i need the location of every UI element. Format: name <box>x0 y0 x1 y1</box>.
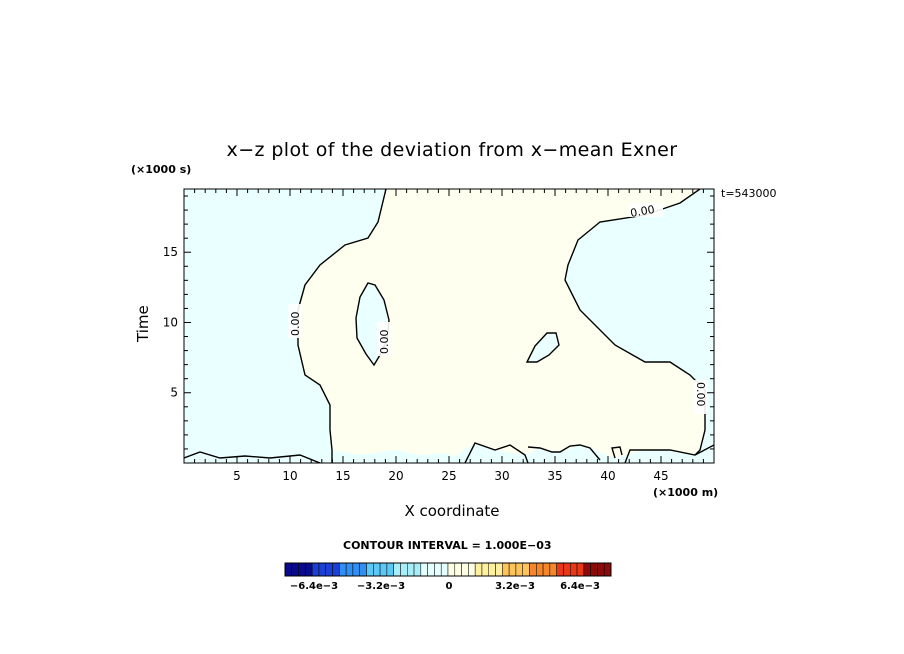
x-tick-label: 45 <box>653 469 668 483</box>
colorbar-cells <box>284 562 612 577</box>
colorbar-cell <box>454 562 462 577</box>
contour-interval-label: CONTOUR INTERVAL = 1.000E−03 <box>343 539 552 552</box>
colorbar-cell <box>563 562 571 577</box>
chart-title: x−z plot of the deviation from x−mean Ex… <box>226 139 678 161</box>
colorbar-cell <box>474 562 483 577</box>
colorbar-cell <box>481 562 490 577</box>
colorbar-cell <box>420 562 428 577</box>
colorbar-cell <box>508 562 517 577</box>
colorbar-cell <box>379 562 388 577</box>
x-tick-label: 20 <box>388 469 403 483</box>
colorbar-cell <box>542 562 551 577</box>
y-tick-label: 10 <box>163 315 178 329</box>
x-tick-labels: 5 10 15 20 25 30 35 40 45 <box>233 469 668 483</box>
colorbar-cell <box>556 562 564 577</box>
x-tick-label: 10 <box>282 469 297 483</box>
x-tick-label: 30 <box>494 469 509 483</box>
x-tick-label: 15 <box>335 469 350 483</box>
colorbar-cell <box>447 562 456 577</box>
x-tick-label: 40 <box>600 469 615 483</box>
contour-label: 0.00 <box>629 203 655 220</box>
y-tick-label: 15 <box>163 245 178 259</box>
colorbar-cell <box>502 562 510 577</box>
x-tick-label: 5 <box>233 469 241 483</box>
timestamp-label: t=543000 <box>721 187 777 200</box>
colorbar-tick-label: −3.2e−3 <box>357 581 405 592</box>
colorbar-cell <box>597 562 605 577</box>
colorbar-cell <box>529 562 537 577</box>
colorbar-cell <box>373 562 381 577</box>
contour-label: 0.00 <box>289 312 302 337</box>
colorbar-cell <box>515 562 523 577</box>
colorbar-cell <box>576 562 585 577</box>
axis-ticks <box>183 189 715 464</box>
colorbar-cell <box>413 562 422 577</box>
colorbar-cell <box>400 562 408 577</box>
colorbar-cell <box>495 562 503 577</box>
colorbar-cell <box>427 562 435 577</box>
colorbar-frame <box>284 562 612 577</box>
contour-label: 0.00 <box>694 382 707 407</box>
colorbar-cell <box>468 562 476 577</box>
positive-region <box>298 189 705 458</box>
y-axis-multiplier: (×1000 s) <box>131 163 192 176</box>
colorbar-cell <box>318 562 327 577</box>
colorbar-cell <box>603 562 612 577</box>
contour-line <box>464 442 529 463</box>
colorbar-cell <box>434 562 442 577</box>
colorbar-tick-label: 6.4e−3 <box>560 581 600 592</box>
colorbar-cell <box>311 562 320 577</box>
colorbar-cell <box>549 562 557 577</box>
colorbar-cell <box>339 562 347 577</box>
colorbar-cell <box>332 562 340 577</box>
colorbar-cell <box>536 562 544 577</box>
colorbar-tick-label: 0 <box>446 581 453 592</box>
colorbar-cell <box>590 562 598 577</box>
colorbar-cell <box>305 562 313 577</box>
x-axis-label: X coordinate <box>404 502 500 520</box>
colorbar-cell <box>393 562 401 577</box>
colorbar-cell <box>386 562 394 577</box>
colorbar-cell <box>291 562 299 577</box>
colorbar: −6.4e−3 −3.2e−3 0 3.2e−3 6.4e−3 <box>284 562 612 592</box>
x-axis-multiplier: (×1000 m) <box>653 486 719 499</box>
x-tick-label: 35 <box>547 469 562 483</box>
colorbar-cell <box>284 562 293 577</box>
contour-line <box>624 444 714 463</box>
colorbar-cell <box>461 562 469 577</box>
contour-line <box>355 282 390 367</box>
contour-line <box>184 451 321 463</box>
colorbar-cell <box>570 562 578 577</box>
contour-line <box>525 332 560 363</box>
contour-label: 0.00 <box>378 330 391 355</box>
colorbar-cell <box>359 562 367 577</box>
colorbar-tick-label: −6.4e−3 <box>290 581 338 592</box>
contour-labels: 0.00 0.00 0.00 0.00 <box>288 203 708 414</box>
plot-area: 0.00 0.00 0.00 0.00 5 10 15 20 25 30 35 40 45 5 1… <box>163 188 715 483</box>
colorbar-cell <box>522 562 530 577</box>
colorbar-cell <box>366 562 374 577</box>
x-tick-label: 25 <box>441 469 456 483</box>
contour-line <box>611 446 623 459</box>
colorbar-cell <box>488 562 496 577</box>
negative-island <box>527 333 559 362</box>
y-tick-labels: 5 10 15 <box>163 245 178 400</box>
colorbar-tick-label: 3.2e−3 <box>495 581 535 592</box>
colorbar-cell <box>407 562 415 577</box>
colorbar-cell <box>440 562 449 577</box>
colorbar-cell <box>352 562 360 577</box>
colorbar-cell <box>298 562 306 577</box>
y-tick-label: 5 <box>170 386 178 400</box>
colorbar-cell <box>325 562 333 577</box>
contour-line <box>527 444 601 461</box>
colorbar-cell <box>345 562 354 577</box>
colorbar-labels: −6.4e−3 −3.2e−3 0 3.2e−3 6.4e−3 <box>290 581 600 592</box>
colorbar-cell <box>583 562 591 577</box>
